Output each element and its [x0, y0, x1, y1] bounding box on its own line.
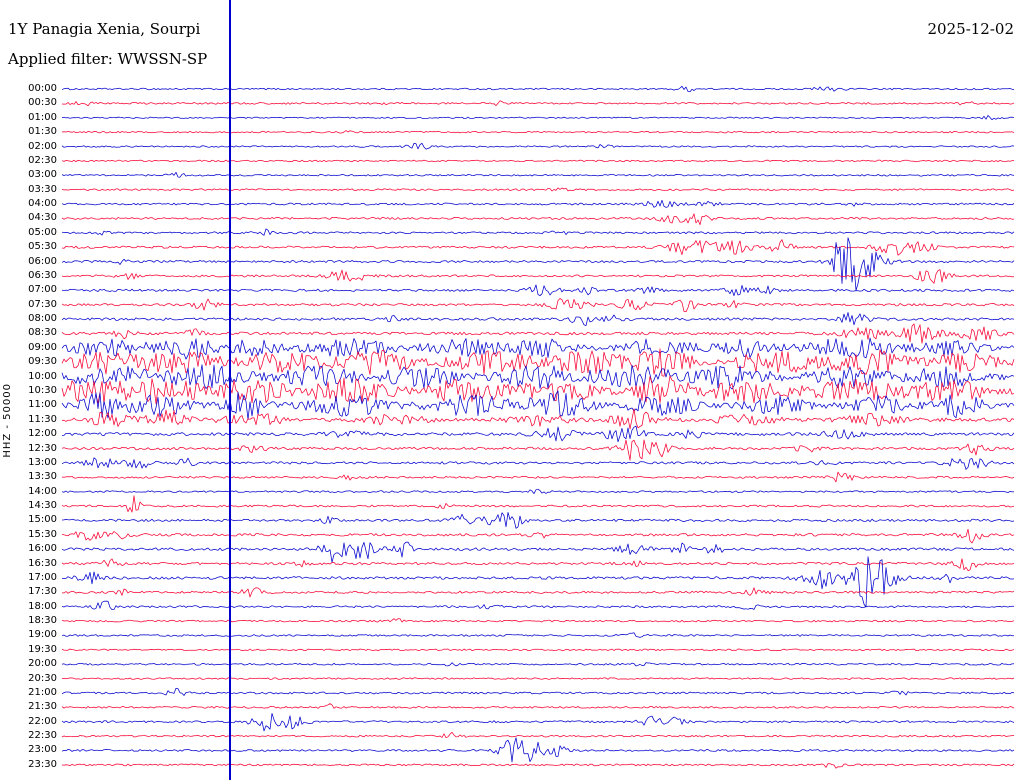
trace-row-2130 [61, 703, 1015, 709]
time-label: 08:00 [28, 313, 57, 325]
time-label: 21:00 [28, 686, 57, 698]
trace-row-1730 [61, 587, 1015, 598]
trace-row-0630 [61, 269, 1015, 284]
trace-row-1630 [61, 558, 1015, 571]
trace-row-1930 [61, 648, 1015, 651]
trace-row-0230 [61, 159, 1015, 163]
trace-row-0300 [61, 171, 1015, 178]
trace-row-1200 [61, 425, 1015, 443]
time-label: 17:30 [28, 586, 57, 598]
time-label: 18:00 [28, 600, 57, 612]
trace-row-0600 [61, 237, 1015, 291]
trace-row-0800 [61, 312, 1015, 326]
trace-row-1330 [61, 471, 1015, 483]
trace-row-0900 [61, 337, 1015, 360]
trace-row-0730 [61, 298, 1015, 313]
date-label: 2025-12-02 [927, 20, 1014, 38]
time-label: 04:30 [28, 212, 57, 224]
trace-row-2300 [61, 737, 1015, 763]
time-label: 07:00 [28, 284, 57, 296]
trace-row-2000 [61, 662, 1015, 667]
trace-row-0700 [61, 284, 1015, 297]
time-label: 06:00 [28, 255, 57, 267]
time-label: 18:30 [28, 615, 57, 627]
trace-row-0030 [61, 100, 1015, 107]
trace-row-1030 [61, 375, 1015, 405]
trace-row-1130 [61, 408, 1015, 430]
trace-row-2230 [61, 731, 1014, 739]
trace-row-1230 [61, 439, 1015, 461]
trace-row-0400 [61, 199, 1015, 208]
trace-row-1430 [61, 495, 1015, 513]
time-label: 00:00 [28, 83, 57, 94]
time-label: 06:30 [28, 269, 57, 281]
trace-row-0100 [61, 115, 1015, 121]
trace-row-0830 [61, 323, 1015, 344]
trace-row-1100 [61, 390, 1015, 420]
time-label: 14:30 [28, 500, 57, 512]
trace-row-0500 [61, 228, 1015, 236]
time-label: 19:30 [28, 643, 57, 655]
trace-row-1000 [61, 364, 1015, 390]
time-label: 12:00 [28, 428, 57, 440]
time-label: 20:30 [28, 672, 57, 684]
time-label: 11:00 [28, 399, 57, 411]
time-label: 01:30 [28, 126, 57, 138]
time-label: 07:30 [28, 298, 57, 310]
trace-row-1800 [61, 600, 1014, 610]
time-label: 01:00 [28, 111, 57, 123]
time-label: 22:00 [28, 715, 57, 727]
time-label: 16:00 [28, 543, 57, 555]
time-label: 16:30 [28, 557, 57, 569]
time-label: 03:30 [28, 183, 57, 195]
time-label: 11:30 [28, 413, 57, 425]
filter-label: Applied filter: WWSSN-SP [8, 50, 208, 68]
trace-row-0530 [61, 239, 1015, 256]
time-label: 15:30 [28, 528, 57, 540]
time-label: 15:00 [28, 514, 57, 526]
trace-row-0200 [61, 142, 1015, 150]
time-label: 05:00 [28, 226, 57, 238]
time-label: 10:30 [28, 384, 57, 396]
time-label: 10:00 [28, 370, 57, 382]
time-label: 23:00 [28, 744, 57, 756]
trace-row-2100 [61, 687, 1015, 696]
time-label: 21:30 [28, 701, 57, 713]
time-label: 09:30 [28, 356, 57, 368]
trace-row-2030 [61, 677, 1015, 680]
trace-row-0330 [61, 187, 1015, 192]
trace-row-1900 [61, 632, 1014, 638]
time-label: 04:00 [28, 198, 57, 210]
time-label: 20:00 [28, 658, 57, 670]
time-label: 02:30 [28, 154, 57, 166]
trace-row-1700 [61, 556, 1015, 608]
trace-row-2200 [61, 713, 1015, 732]
time-label: 00:30 [28, 97, 57, 109]
trace-row-1830 [61, 618, 1015, 623]
trace-row-0430 [61, 213, 1015, 226]
time-label: 09:00 [28, 341, 57, 353]
time-label: 03:00 [28, 169, 57, 181]
trace-row-1530 [61, 528, 1015, 544]
time-label: 13:00 [28, 456, 57, 468]
trace-row-0000 [61, 85, 1015, 93]
trace-row-1300 [61, 457, 1015, 470]
trace-row-0130 [61, 130, 1015, 134]
time-label: 08:30 [28, 327, 57, 339]
time-label: 05:30 [28, 241, 57, 253]
time-label: 14:00 [28, 485, 57, 497]
time-label: 22:30 [28, 730, 57, 742]
time-label: 13:30 [28, 471, 57, 483]
time-label: 02:00 [28, 140, 57, 152]
trace-row-1500 [61, 512, 1015, 529]
trace-row-1400 [61, 488, 1015, 494]
trace-row-1600 [61, 541, 1015, 563]
time-label: 17:00 [28, 571, 57, 583]
station-title: 1Y Panagia Xenia, Sourpi [8, 20, 201, 38]
time-label: 23:30 [28, 758, 57, 770]
time-label: 12:30 [28, 442, 57, 454]
trace-row-2330 [61, 763, 1015, 769]
time-label: 19:00 [28, 629, 57, 641]
